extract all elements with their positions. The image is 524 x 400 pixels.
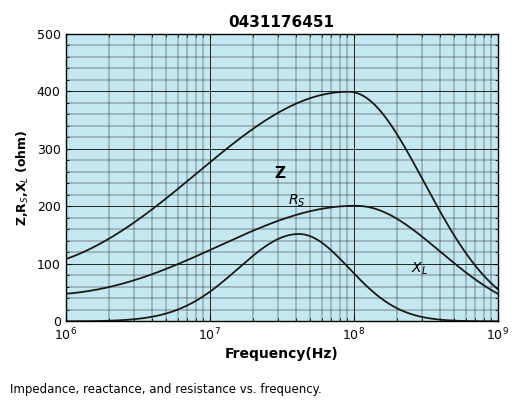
Text: Z: Z	[274, 166, 285, 180]
Text: $X_L$: $X_L$	[411, 260, 428, 277]
Text: $R_S$: $R_S$	[288, 192, 305, 209]
Title: 0431176451: 0431176451	[228, 15, 334, 30]
Y-axis label: Z,R$_S$,X$_L$ (ohm): Z,R$_S$,X$_L$ (ohm)	[15, 129, 31, 226]
Text: Impedance, reactance, and resistance vs. frequency.: Impedance, reactance, and resistance vs.…	[10, 383, 322, 396]
X-axis label: Frequency(Hz): Frequency(Hz)	[225, 347, 339, 361]
